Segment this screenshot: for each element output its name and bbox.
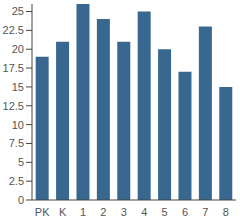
svg-text:15: 15 — [12, 81, 24, 93]
svg-text:6: 6 — [182, 206, 188, 218]
svg-text:K: K — [59, 206, 67, 218]
svg-text:4: 4 — [141, 206, 147, 218]
svg-text:2.5: 2.5 — [9, 175, 24, 187]
svg-text:PK: PK — [35, 206, 50, 218]
svg-text:20: 20 — [12, 43, 24, 55]
svg-text:2: 2 — [100, 206, 106, 218]
svg-text:7: 7 — [202, 206, 208, 218]
svg-text:12.5: 12.5 — [8, 100, 24, 112]
svg-text:8: 8 — [223, 206, 229, 218]
svg-text:1: 1 — [80, 206, 86, 218]
svg-text:10: 10 — [12, 119, 24, 131]
svg-text:5: 5 — [18, 156, 24, 168]
svg-text:22.5: 22.5 — [8, 24, 24, 36]
svg-text:25: 25 — [12, 5, 24, 17]
svg-text:7.5: 7.5 — [9, 137, 24, 149]
svg-text:0: 0 — [18, 194, 24, 206]
svg-text:5: 5 — [162, 206, 168, 218]
svg-text:3: 3 — [121, 206, 127, 218]
svg-text:17.5: 17.5 — [8, 62, 24, 74]
